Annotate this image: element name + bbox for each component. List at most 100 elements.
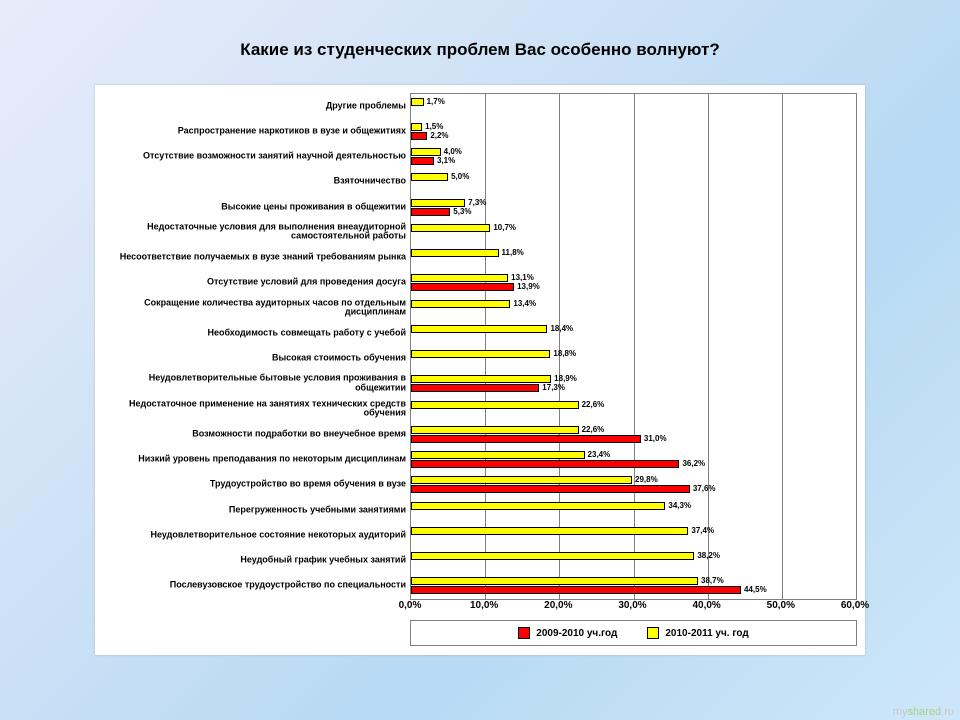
chart-row: 18,4% — [411, 323, 856, 345]
chart-row: 1,7% — [411, 96, 856, 118]
slide: Какие из студенческих проблем Вас особен… — [0, 0, 960, 720]
category-label: Послевузовское трудоустройство по специа… — [101, 581, 406, 590]
bar-series-2 — [411, 98, 424, 106]
category-label: Неудобный график учебных занятий — [101, 555, 406, 564]
bar-series-2 — [411, 249, 499, 257]
category-label: Недостаточные условия для выполнения вне… — [101, 222, 406, 241]
category-label: Другие проблемы — [101, 101, 406, 110]
bar-series-2 — [411, 401, 579, 409]
bar-series-1 — [411, 208, 450, 216]
gridline — [782, 94, 783, 599]
category-label: Трудоустройство во время обучения в вузе — [101, 480, 406, 489]
value-label: 13,1% — [511, 274, 534, 282]
value-label: 37,4% — [691, 527, 714, 535]
legend-item-2: 2010-2011 уч. год — [647, 627, 748, 639]
gridline — [485, 94, 486, 599]
chart-row: 29,8%37,6% — [411, 474, 856, 496]
x-tick-label: 0,0% — [390, 600, 430, 611]
bar-series-2 — [411, 274, 508, 282]
chart-row: 23,4% 36,2% — [411, 449, 856, 471]
category-label: Возможности подработки во внеучебное вре… — [101, 429, 406, 438]
bar-series-1 — [411, 132, 427, 140]
category-label: Высокие цены проживания в общежитии — [101, 202, 406, 211]
bar-series-2 — [411, 300, 510, 308]
chart-row: 13,4% — [411, 298, 856, 320]
bar-series-2 — [411, 199, 465, 207]
bar-series-2 — [411, 123, 422, 131]
bar-series-1 — [411, 586, 741, 594]
gridline — [634, 94, 635, 599]
value-label: 7,3% — [468, 199, 486, 207]
bar-series-2 — [411, 325, 547, 333]
category-label: Неудовлетворительное состояние некоторых… — [101, 530, 406, 539]
legend-label-2: 2010-2011 уч. год — [665, 628, 748, 639]
bar-series-1 — [411, 283, 514, 291]
chart-row: 13,1%13,9% — [411, 272, 856, 294]
x-tick-label: 60,0% — [835, 600, 875, 611]
category-label: Недостаточное применение на занятиях тех… — [101, 399, 406, 418]
value-label: 10,7% — [493, 224, 516, 232]
bar-series-2 — [411, 527, 688, 535]
chart-row: 18,9%17,3% — [411, 373, 856, 395]
value-label: 37,6% — [693, 485, 716, 493]
bar-series-2 — [411, 502, 665, 510]
value-label: 1,7% — [427, 98, 445, 106]
value-label: 5,0% — [451, 173, 469, 181]
x-tick-label: 50,0% — [761, 600, 801, 611]
chart-row: 5,0% — [411, 171, 856, 193]
bar-series-1 — [411, 485, 690, 493]
bar-series-2 — [411, 451, 585, 459]
value-label: 18,8% — [553, 350, 576, 358]
bar-series-1 — [411, 435, 641, 443]
value-label: 3,1% — [437, 157, 455, 165]
legend: 2009-2010 уч.год 2010-2011 уч. год — [410, 620, 857, 646]
value-label: 22,6% — [582, 426, 605, 434]
category-label: Взяточничество — [101, 177, 406, 186]
value-label: 36,2% — [682, 460, 705, 468]
chart-row: 38,2% — [411, 550, 856, 572]
chart-container: 1,7%1,5%2,2%4,0%3,1%5,0%7,3%5,3%10,7%11,… — [95, 85, 865, 655]
value-label: 34,3% — [668, 502, 691, 510]
bar-series-2 — [411, 375, 551, 383]
legend-item-1: 2009-2010 уч.год — [518, 627, 617, 639]
chart-row: 1,5%2,2% — [411, 121, 856, 143]
value-label: 38,2% — [697, 552, 720, 560]
x-tick-label: 10,0% — [464, 600, 504, 611]
category-label: Низкий уровень преподавания по некоторым… — [101, 454, 406, 463]
gridline — [559, 94, 560, 599]
bar-series-2 — [411, 224, 490, 232]
bar-series-2 — [411, 173, 448, 181]
legend-swatch-1 — [518, 627, 530, 639]
value-label: 13,9% — [517, 283, 540, 291]
bar-series-2 — [411, 476, 632, 484]
bar-series-1 — [411, 157, 434, 165]
x-tick-label: 20,0% — [538, 600, 578, 611]
watermark-shared: shared — [908, 706, 942, 718]
bar-series-1 — [411, 384, 539, 392]
value-label: 18,4% — [550, 325, 573, 333]
category-label: Необходимость совмещать работу с учебой — [101, 328, 406, 337]
value-label: 38,7% — [701, 577, 724, 585]
gridline — [708, 94, 709, 599]
value-label: 23,4% — [588, 451, 611, 459]
bar-series-2 — [411, 552, 694, 560]
category-label: Несоответствие получаемых в вузе знаний … — [101, 252, 406, 261]
category-label: Отсутствие возможности занятий научной д… — [101, 151, 406, 160]
chart-row: 10,7% — [411, 222, 856, 244]
chart-row: 7,3%5,3% — [411, 197, 856, 219]
bar-series-2 — [411, 350, 550, 358]
category-label: Перегруженность учебными занятиями — [101, 505, 406, 514]
legend-label-1: 2009-2010 уч.год — [536, 628, 617, 639]
chart-row: 22,6% 31,0% — [411, 424, 856, 446]
category-label: Высокая стоимость обучения — [101, 353, 406, 362]
value-label: 31,0% — [644, 435, 667, 443]
value-label: 44,5% — [744, 586, 767, 594]
watermark-ru: .ru — [941, 706, 954, 718]
plot-area: 1,7%1,5%2,2%4,0%3,1%5,0%7,3%5,3%10,7%11,… — [410, 93, 857, 600]
category-label: Отсутствие условий для проведения досуга — [101, 278, 406, 287]
bar-series-2 — [411, 426, 579, 434]
watermark: myshared.ru — [893, 706, 954, 718]
chart-row: 34,3% — [411, 500, 856, 522]
x-tick-label: 40,0% — [687, 600, 727, 611]
chart-row: 18,8% — [411, 348, 856, 370]
